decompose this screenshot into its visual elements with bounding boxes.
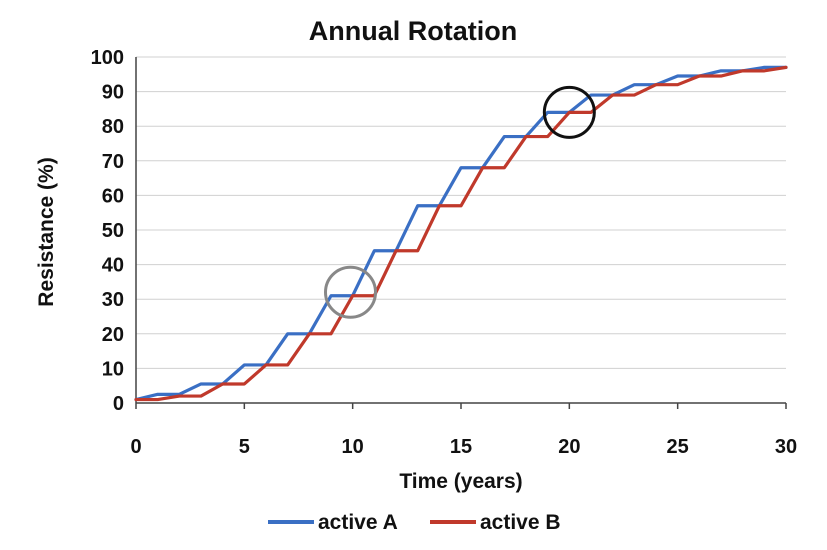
y-tick-label: 100 bbox=[91, 47, 124, 69]
y-tick-label: 10 bbox=[102, 358, 124, 380]
tick-labels: 0 10 20 30 40 50 60 70 80 90 100 0 5 10 15 20 25 30 bbox=[91, 47, 798, 458]
highlight-circle bbox=[542, 85, 596, 139]
gridlines bbox=[136, 56, 786, 369]
x-tick-label: 25 bbox=[667, 436, 689, 458]
x-tick-label: 0 bbox=[130, 436, 141, 458]
y-axis-label: Resistance (%) bbox=[35, 157, 58, 306]
legend: active A active B bbox=[268, 511, 561, 534]
axes bbox=[135, 57, 787, 409]
legend-label: active A bbox=[318, 511, 398, 534]
y-tick-label: 80 bbox=[102, 116, 124, 138]
x-tick-label: 30 bbox=[775, 436, 797, 458]
x-axis-label: Time (years) bbox=[399, 470, 522, 493]
series-line-active-a bbox=[134, 65, 788, 402]
y-tick-label: 0 bbox=[113, 393, 124, 415]
x-tick-label: 15 bbox=[450, 436, 472, 458]
y-tick-label: 70 bbox=[102, 151, 124, 173]
legend-item: active B bbox=[430, 511, 561, 534]
highlight-circle bbox=[324, 265, 377, 319]
annotations bbox=[324, 85, 596, 319]
y-tick-label: 60 bbox=[102, 185, 124, 207]
y-tick-label: 40 bbox=[102, 255, 124, 277]
x-tick-label: 20 bbox=[558, 436, 580, 458]
y-tick-label: 50 bbox=[102, 220, 124, 242]
x-tick-label: 10 bbox=[342, 436, 364, 458]
y-tick-label: 30 bbox=[102, 289, 124, 311]
series-line-active-b bbox=[134, 65, 788, 402]
x-tick-label: 5 bbox=[239, 436, 250, 458]
chart-title: Annual Rotation bbox=[309, 16, 517, 46]
y-tick-label: 20 bbox=[102, 324, 124, 346]
y-tick-label: 90 bbox=[102, 82, 124, 104]
series-lines bbox=[134, 65, 788, 402]
legend-label: active B bbox=[480, 511, 561, 534]
legend-item: active A bbox=[268, 511, 398, 534]
